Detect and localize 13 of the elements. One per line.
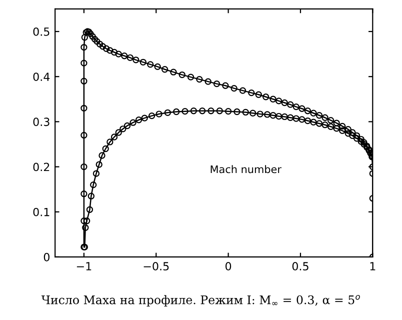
y-tick-label: 0.4 bbox=[33, 72, 50, 81]
x-tick-label: −1 bbox=[76, 262, 92, 270]
y-tick-label: 0.5 bbox=[33, 27, 50, 36]
text: Число Маха на профиле. Режим I: M$_{∞}$ = 0.3, α = 5$^{o}$ bbox=[41, 294, 360, 307]
x-tick-label: 0.5 bbox=[292, 262, 308, 270]
x-tick-label: 0 bbox=[225, 262, 232, 270]
y-tick-label: 0.2 bbox=[33, 162, 50, 172]
y-tick-label: 0.1 bbox=[33, 208, 50, 216]
annotation: Mach number bbox=[210, 165, 282, 174]
x-tick-label: −0.5 bbox=[144, 262, 169, 270]
y-tick-label: 0 bbox=[44, 252, 50, 262]
x-tick-label: 1 bbox=[370, 262, 376, 270]
y-tick-label: 0.3 bbox=[33, 118, 50, 126]
